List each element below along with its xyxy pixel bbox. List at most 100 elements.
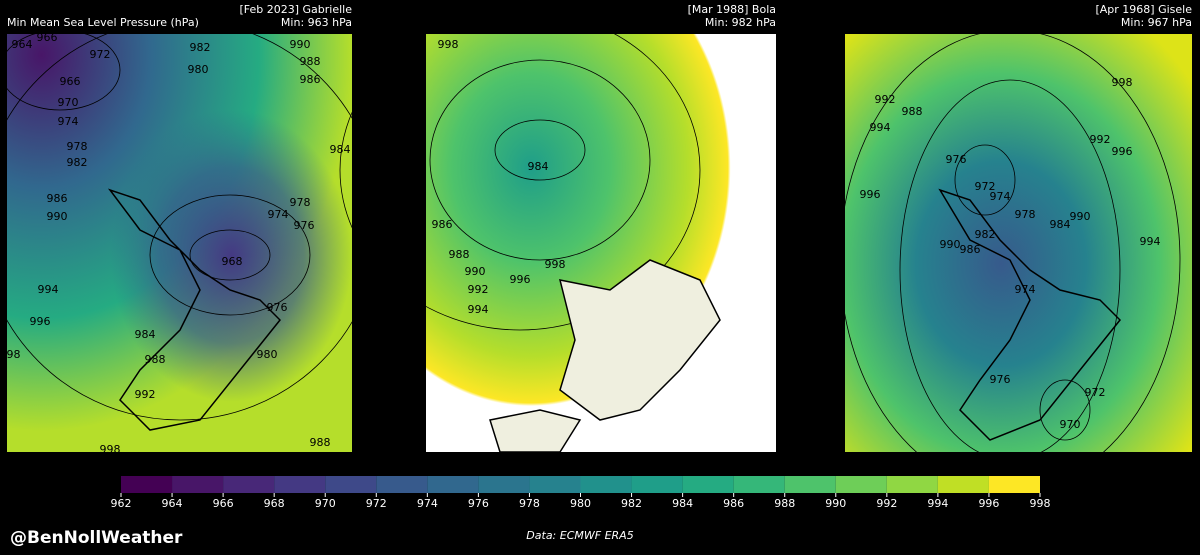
colorbar-segment — [988, 476, 1040, 493]
colorbar-tick-label: 978 — [519, 497, 540, 510]
contour-label: 966 — [37, 31, 58, 44]
panel-header: [Apr 1968] Gisele — [1095, 3, 1192, 16]
contour-label: 994 — [1140, 235, 1161, 248]
panel-1 — [0, 19, 381, 452]
contour-label: 970 — [1060, 418, 1081, 431]
contour-label: 998 — [438, 38, 459, 51]
colorbar-segment — [478, 476, 530, 493]
contour-label: 994 — [468, 303, 489, 316]
contour-label: 974 — [990, 190, 1011, 203]
panel-header: [Feb 2023] Gabrielle — [239, 3, 352, 16]
colorbar-tick-label: 980 — [570, 497, 591, 510]
contour-label: 992 — [1090, 133, 1111, 146]
contour-label: 992 — [468, 283, 489, 296]
panel-3 — [839, 29, 1192, 491]
contour-label: 976 — [267, 301, 288, 314]
contour-label: 996 — [860, 188, 881, 201]
contour-label: 994 — [38, 283, 59, 296]
panel-min: Min: 982 hPa — [705, 16, 776, 29]
contour-label: 990 — [940, 238, 961, 251]
colorbar-segment — [886, 476, 938, 493]
contour-label: 984 — [135, 328, 156, 341]
credit: @BenNollWeather — [10, 528, 183, 548]
contour-label: 978 — [67, 140, 88, 153]
contour-label: 990 — [1070, 210, 1091, 223]
colorbar-tick-label: 962 — [111, 497, 132, 510]
contour-label: 990 — [465, 265, 486, 278]
panel-header: [Mar 1988] Bola — [688, 3, 776, 16]
colorbar-tick-label: 976 — [468, 497, 489, 510]
contour-label: 994 — [870, 121, 891, 134]
colorbar-segment — [835, 476, 887, 493]
colorbar-tick-label: 984 — [672, 497, 693, 510]
colorbar-tick-label: 974 — [417, 497, 438, 510]
contour-label: 982 — [67, 156, 88, 169]
contour-label: 998 — [100, 443, 121, 456]
contour-label: 988 — [449, 248, 470, 261]
contour-label: 986 — [47, 192, 68, 205]
colorbar-segment — [580, 476, 632, 493]
contour-label: 976 — [946, 153, 967, 166]
colorbar-segment — [937, 476, 989, 493]
colorbar-tick-label: 992 — [876, 497, 897, 510]
colorbar-tick-label: 982 — [621, 497, 642, 510]
contour-label: 980 — [257, 348, 278, 361]
colorbar-segment — [121, 476, 173, 493]
contour-label: 974 — [268, 208, 289, 221]
colorbar-segment — [631, 476, 683, 493]
contour-label: 974 — [1015, 283, 1036, 296]
colorbar-tick-label: 966 — [213, 497, 234, 510]
contour-label: 988 — [145, 353, 166, 366]
contour-label: 978 — [1015, 208, 1036, 221]
contour-label: 982 — [975, 228, 996, 241]
contour-label: 996 — [30, 315, 51, 328]
contour-label: 974 — [58, 115, 79, 128]
panel-2 — [339, 9, 776, 453]
contour-label: 992 — [135, 388, 156, 401]
colorbar-tick-label: 972 — [366, 497, 387, 510]
contour-label: 990 — [47, 210, 68, 223]
colorbar-tick-label: 986 — [723, 497, 744, 510]
colorbar-segment — [784, 476, 836, 493]
contour-label: 988 — [300, 55, 321, 68]
contour-label: 978 — [290, 196, 311, 209]
contour-label: 984 — [528, 160, 549, 173]
contour-label: 976 — [294, 219, 315, 232]
contour-label: 970 — [58, 96, 79, 109]
contour-label: 998 — [0, 348, 21, 361]
contour-label: 986 — [300, 73, 321, 86]
colorbar-tick-label: 964 — [162, 497, 183, 510]
colorbar-segment — [274, 476, 326, 493]
contour-label: 998 — [1112, 76, 1133, 89]
contour-label: 984 — [1050, 218, 1071, 231]
contour-label: 986 — [960, 243, 981, 256]
colorbar-segment — [733, 476, 785, 493]
contour-label: 966 — [60, 75, 81, 88]
colorbar-tick-label: 990 — [825, 497, 846, 510]
panel-min: Min: 967 hPa — [1121, 16, 1192, 29]
colorbar-tick-label: 988 — [774, 497, 795, 510]
contour-label: 996 — [1112, 145, 1133, 158]
contour-label: 996 — [510, 273, 531, 286]
colorbar-tick-label: 996 — [978, 497, 999, 510]
colorbar-segment — [529, 476, 581, 493]
contour-label: 976 — [990, 373, 1011, 386]
colorbar-segment — [682, 476, 734, 493]
contour-label: 990 — [290, 38, 311, 51]
colorbar-segment — [223, 476, 275, 493]
contour-label: 984 — [330, 143, 351, 156]
contour-label: 998 — [545, 258, 566, 271]
colorbar-segment — [172, 476, 224, 493]
source: Data: ECMWF ERA5 — [526, 529, 633, 542]
colorbar-tick-label: 968 — [264, 497, 285, 510]
figure-title: Min Mean Sea Level Pressure (hPa) — [7, 16, 199, 29]
contour-label: 988 — [310, 436, 331, 449]
contour-label: 972 — [1085, 386, 1106, 399]
contour-label: 972 — [975, 180, 996, 193]
contour-label: 992 — [875, 93, 896, 106]
contour-label: 972 — [90, 48, 111, 61]
colorbar-segment — [325, 476, 377, 493]
colorbar-tick-label: 994 — [927, 497, 948, 510]
colorbar-segment — [427, 476, 479, 493]
